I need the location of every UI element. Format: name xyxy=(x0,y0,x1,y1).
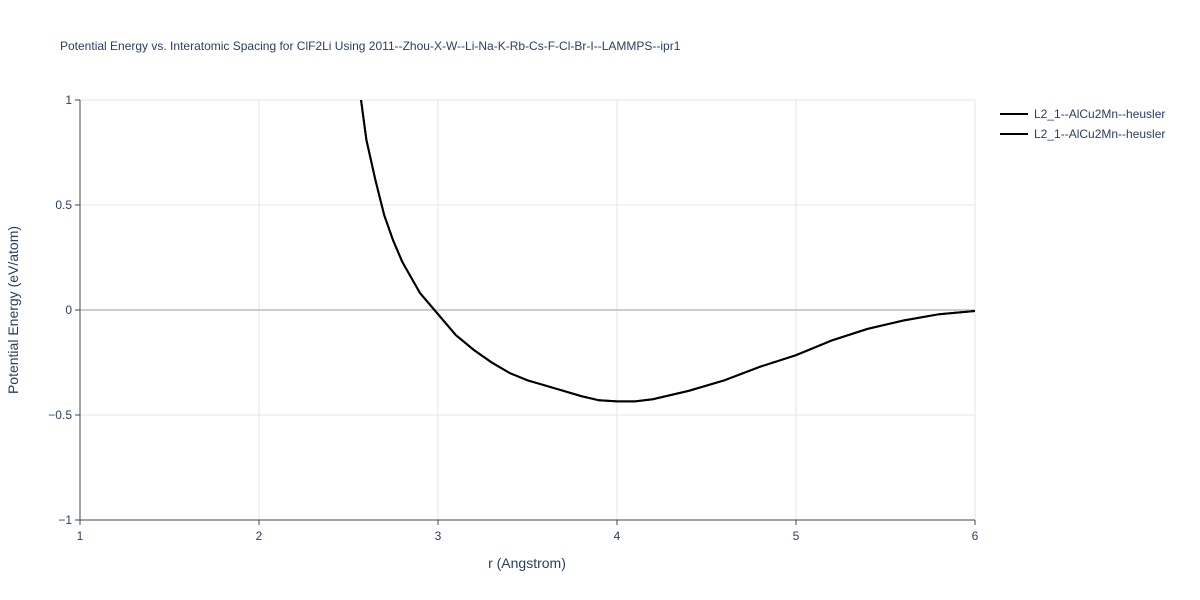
plot-area xyxy=(360,100,975,403)
y-tick-label: −0.5 xyxy=(48,408,72,422)
y-axis-title: Potential Energy (eV/atom) xyxy=(5,226,21,394)
x-tick-label: 1 xyxy=(77,529,84,543)
x-tick-label: 3 xyxy=(435,529,442,543)
x-tick-label: 6 xyxy=(972,529,979,543)
y-tick-label: 0 xyxy=(65,303,72,317)
legend-label: L2_1--AlCu2Mn--heusler xyxy=(1034,127,1165,141)
x-tick-label: 2 xyxy=(256,529,263,543)
x-axis-title: r (Angstrom) xyxy=(488,555,566,571)
y-tick-label: −1 xyxy=(58,513,72,527)
y-tick-label: 1 xyxy=(65,93,72,107)
series-line xyxy=(360,100,975,403)
chart-title: Potential Energy vs. Interatomic Spacing… xyxy=(60,39,681,53)
grid: 1 2 3 4 5 6 −1 −0.5 0 0.5 1 xyxy=(48,93,978,543)
x-tick-label: 5 xyxy=(793,529,800,543)
series-line xyxy=(360,100,975,403)
x-tick-label: 4 xyxy=(614,529,621,543)
legend-label: L2_1--AlCu2Mn--heusler xyxy=(1034,107,1165,121)
legend: L2_1--AlCu2Mn--heusler L2_1--AlCu2Mn--heu… xyxy=(1000,107,1165,141)
y-tick-label: 0.5 xyxy=(55,198,72,212)
